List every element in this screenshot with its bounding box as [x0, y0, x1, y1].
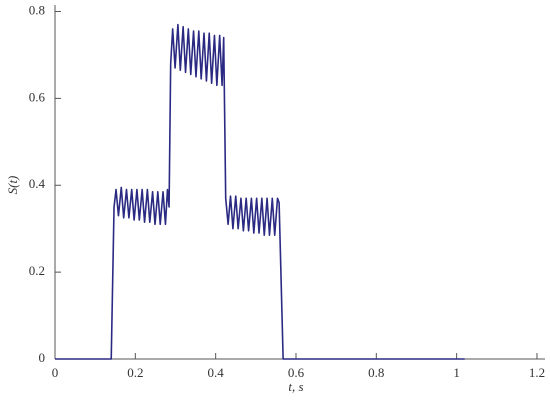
y-tick-label: 0.4 [29, 176, 46, 191]
x-tick-label: 0.8 [368, 365, 384, 380]
data-line [55, 23, 465, 360]
y-tick-label: 0.6 [29, 89, 46, 104]
x-tick-label: 0.2 [127, 365, 143, 380]
x-tick-label: 1.2 [529, 365, 545, 380]
x-tick-label: 0.6 [288, 365, 305, 380]
y-tick-label: 0.8 [29, 2, 45, 17]
y-tick-label: 0.2 [29, 263, 45, 278]
y-axis-label: S(t) [5, 176, 20, 195]
x-axis-label: t, s [288, 379, 303, 394]
x-tick-label: 1 [453, 365, 460, 380]
x-tick-label: 0 [52, 365, 59, 380]
x-tick-label: 0.4 [208, 365, 225, 380]
y-tick-label: 0 [39, 350, 46, 365]
